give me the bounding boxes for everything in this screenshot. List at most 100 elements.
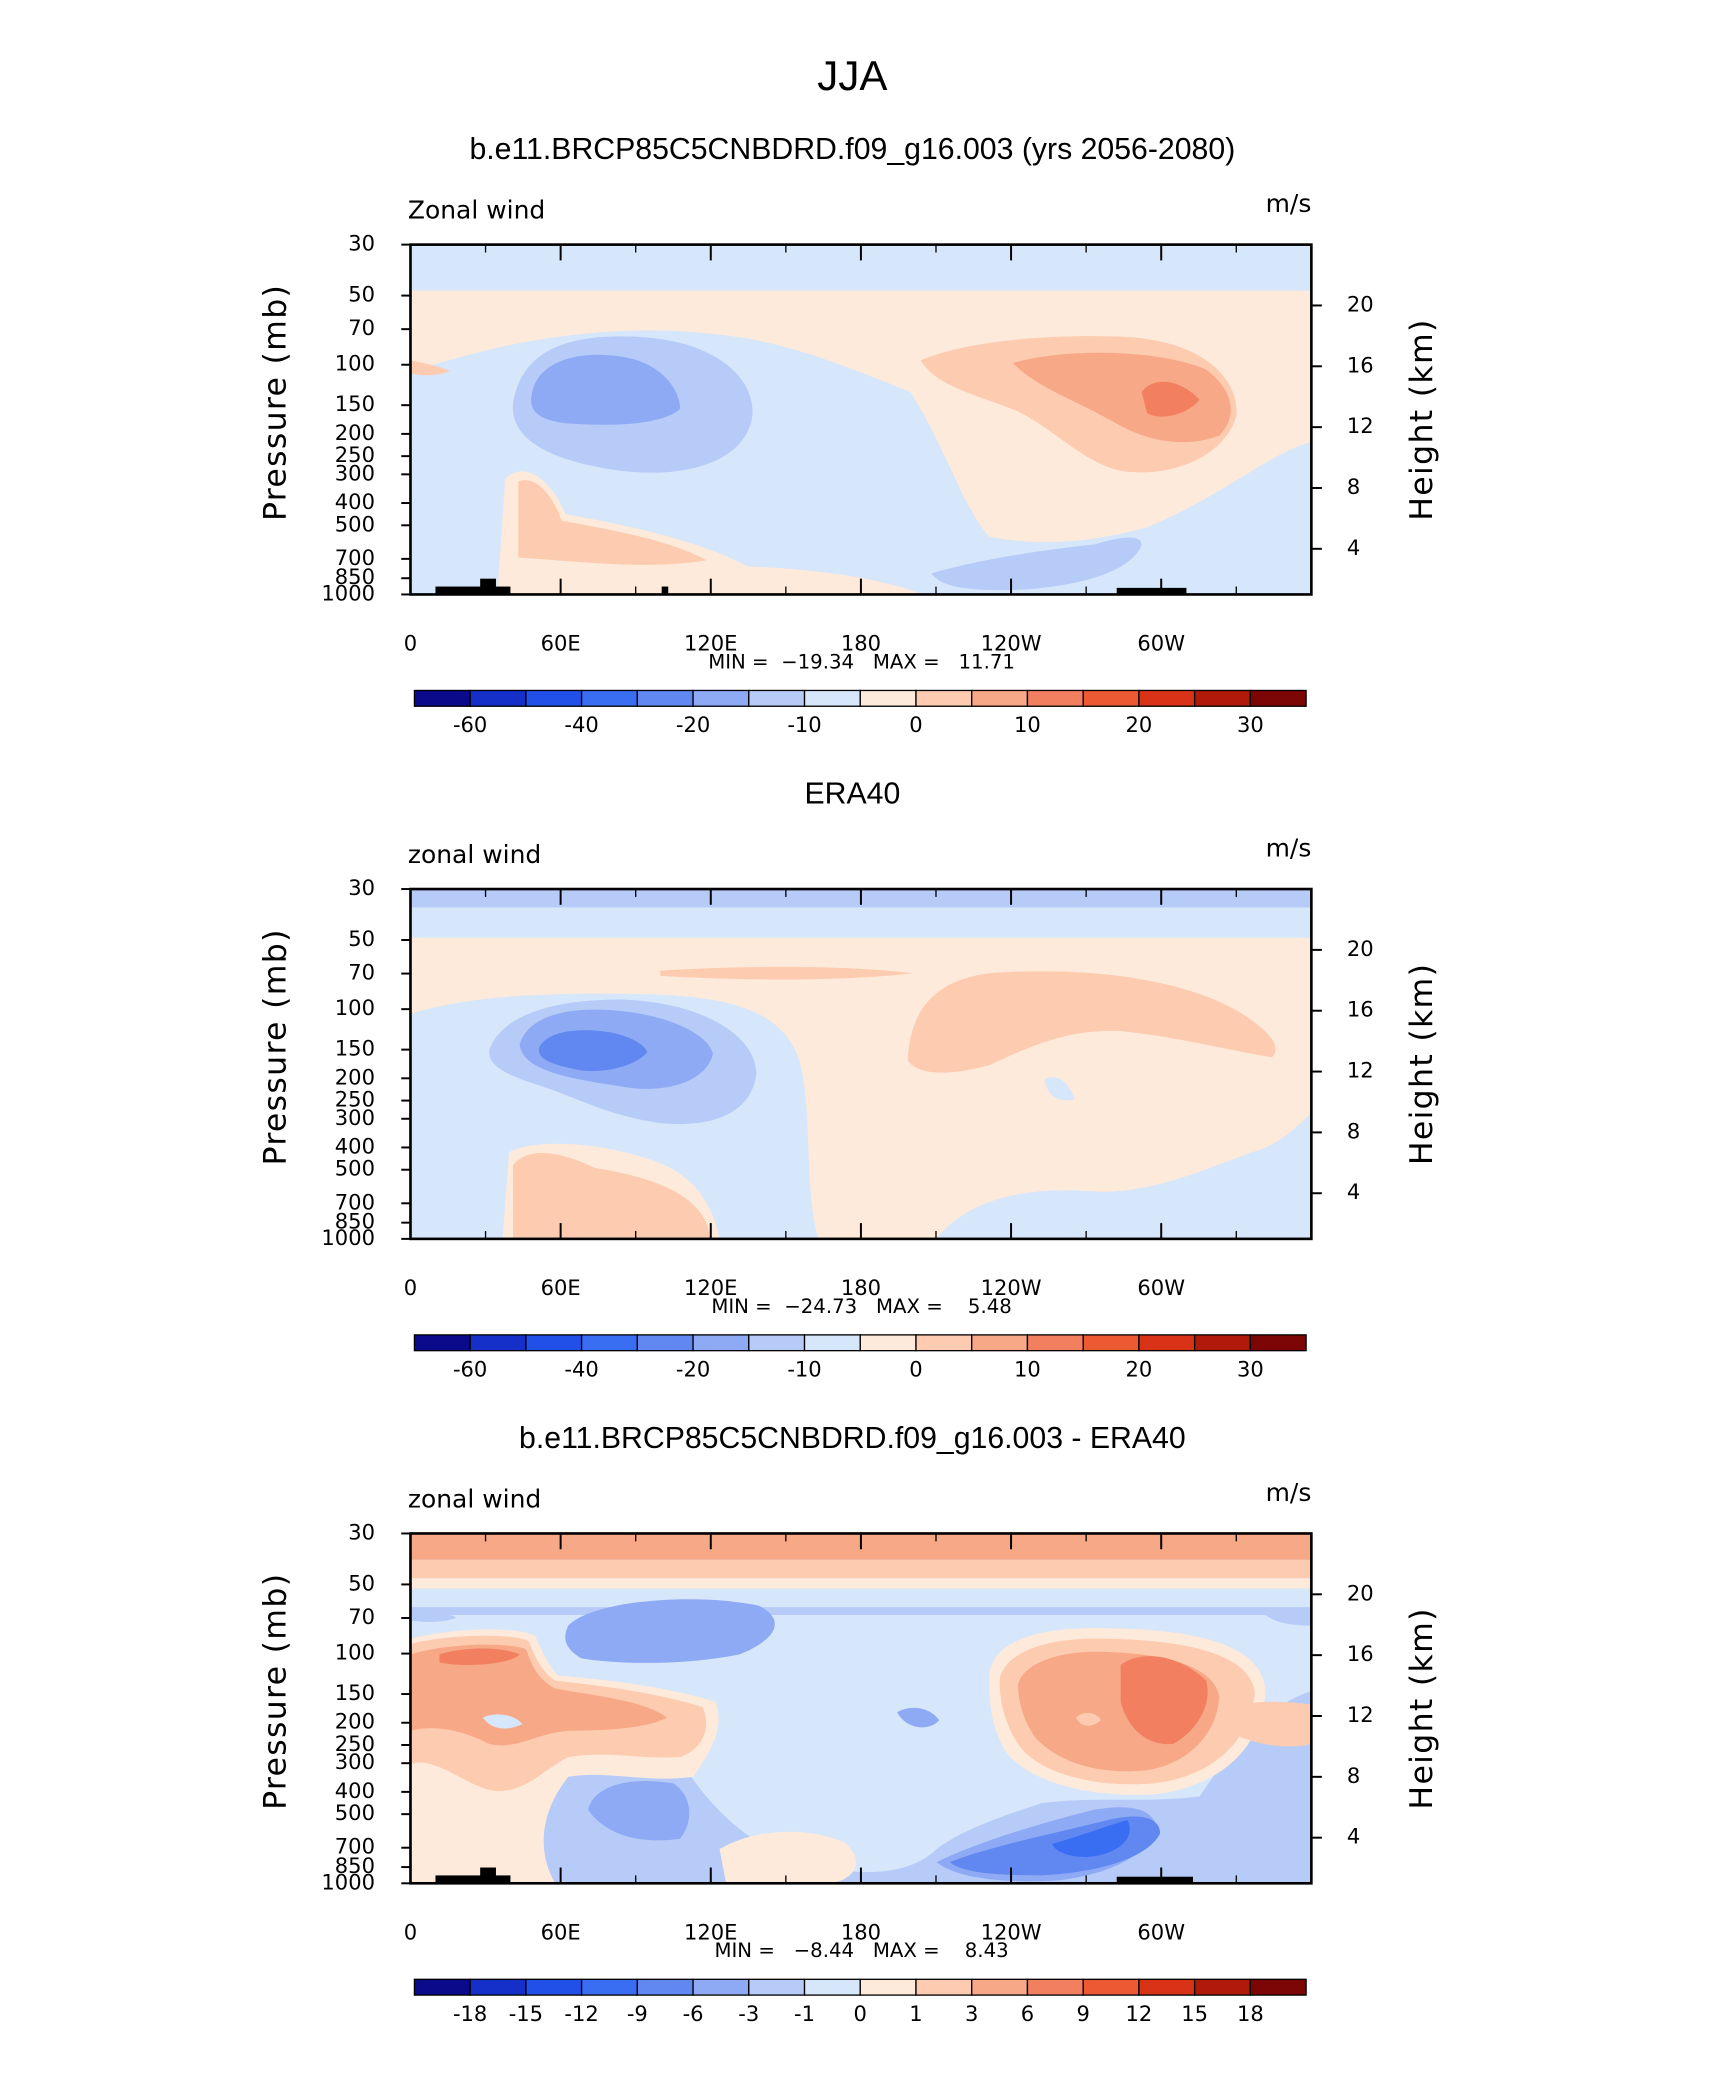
y-tick-label: 100	[335, 351, 375, 376]
colorbar-label: 1	[909, 2001, 922, 2026]
colorbar-box	[413, 1334, 471, 1352]
colorbar-label: 30	[1237, 1356, 1264, 1381]
y-tick-label: 1000	[321, 1869, 375, 1894]
colorbar-label: -60	[453, 712, 487, 737]
colorbar-box	[1082, 1978, 1140, 1996]
min-max-stats: MIN = −8.44 MAX = 8.43	[714, 1939, 1008, 1962]
y-tick-label: 200	[335, 1064, 375, 1089]
colorbar-box	[636, 689, 694, 707]
colorbar-box	[1026, 1978, 1084, 1996]
y-tick-label: 70	[348, 315, 375, 340]
colorbar-box	[692, 1334, 750, 1352]
plot-frame	[409, 887, 1313, 1241]
figure-title: JJA	[817, 52, 887, 99]
colorbar-label: -40	[564, 712, 598, 737]
y-tick-label: 50	[348, 926, 375, 951]
y-tick-label: 1000	[321, 580, 375, 605]
y-tick-label: 700	[335, 545, 375, 570]
panel-title: b.e11.BRCP85C5CNBDRD.f09_g16.003 (yrs 20…	[469, 133, 1235, 166]
y-tick-label: 100	[335, 1640, 375, 1665]
left-string: zonal wind	[408, 1485, 541, 1514]
y-axis-label: Pressure (mb)	[257, 284, 293, 521]
colorbar-box	[1138, 1334, 1196, 1352]
colorbar-label: 18	[1237, 2001, 1264, 2026]
colorbar-box	[636, 1978, 694, 1996]
y2-tick-label: 8	[1347, 474, 1360, 499]
colorbar-box	[580, 1334, 638, 1352]
colorbar-label: -40	[564, 1356, 598, 1381]
y2-tick-label: 8	[1347, 1118, 1360, 1143]
colorbar-label: 9	[1076, 2001, 1089, 2026]
min-max-stats: MIN = −19.34 MAX = 11.71	[708, 650, 1015, 673]
colorbar-box	[803, 1334, 861, 1352]
colorbar-box	[1138, 1978, 1196, 1996]
x-tick-label: 120W	[981, 1275, 1042, 1300]
colorbar-box	[971, 1334, 1029, 1352]
colorbar-box	[1249, 1978, 1307, 1996]
y2-tick-label: 20	[1347, 1580, 1374, 1605]
y-tick-label: 500	[335, 511, 375, 536]
colorbar-label: 0	[909, 1356, 922, 1381]
left-string: Zonal wind	[408, 196, 545, 225]
colorbar-box	[413, 1978, 471, 1996]
y-tick-label: 500	[335, 1800, 375, 1825]
y2-tick-label: 4	[1347, 535, 1360, 560]
colorbar-label: 20	[1126, 1356, 1153, 1381]
y-tick-label: 150	[335, 1036, 375, 1061]
colorbar-label: 15	[1181, 2001, 1208, 2026]
contour-field	[410, 1533, 1312, 1884]
x-tick-label: 120E	[684, 1275, 737, 1300]
right-string: m/s	[1266, 189, 1312, 218]
y-tick-label: 850	[335, 564, 375, 589]
y2-tick-label: 4	[1347, 1179, 1360, 1204]
colorbar-box	[525, 689, 583, 707]
y2-tick-label: 8	[1347, 1763, 1360, 1788]
colorbar-box	[1082, 689, 1140, 707]
colorbar-label: 0	[909, 712, 922, 737]
x-tick-label: 120E	[684, 1919, 737, 1944]
y-tick-label: 850	[335, 1209, 375, 1234]
y-tick-label: 300	[335, 1105, 375, 1130]
y-tick-label: 200	[335, 420, 375, 445]
x-tick-label: 180	[841, 1275, 881, 1300]
y-axis-label: Pressure (mb)	[257, 928, 293, 1165]
y2-tick-label: 12	[1347, 1058, 1374, 1083]
y2-axis-label: Height (km)	[1404, 318, 1440, 520]
y-tick-label: 700	[335, 1189, 375, 1214]
y-axis-label: Pressure (mb)	[257, 1573, 293, 1810]
colorbar-label: 20	[1126, 712, 1153, 737]
colorbar-label: 6	[1021, 2001, 1034, 2026]
colorbar-label: -1	[794, 2001, 815, 2026]
colorbar-box	[1082, 1334, 1140, 1352]
y-tick-label: 300	[335, 1749, 375, 1774]
x-tick-label: 180	[841, 630, 881, 655]
y-tick-label: 300	[335, 460, 375, 485]
y-tick-label: 70	[348, 960, 375, 985]
y-tick-label: 50	[348, 1570, 375, 1595]
x-tick-label: 0	[404, 1919, 417, 1944]
y2-tick-label: 12	[1347, 1702, 1374, 1727]
colorbar-box	[859, 1334, 917, 1352]
y-tick-label: 500	[335, 1156, 375, 1181]
y-tick-label: 50	[348, 282, 375, 307]
colorbar-box	[580, 1978, 638, 1996]
y-tick-label: 1000	[321, 1225, 375, 1250]
colorbar-label: -20	[676, 1356, 710, 1381]
x-tick-label: 120W	[981, 1919, 1042, 1944]
colorbar-box	[803, 689, 861, 707]
colorbar-box	[971, 1978, 1029, 1996]
colorbar-box	[692, 1978, 750, 1996]
y-tick-label: 30	[348, 1519, 375, 1544]
contour-field	[410, 889, 1312, 1239]
y2-axis-label: Height (km)	[1404, 1607, 1440, 1809]
x-tick-label: 120E	[684, 630, 737, 655]
y2-tick-label: 12	[1347, 413, 1374, 438]
x-tick-label: 60W	[1137, 630, 1185, 655]
colorbar-box	[971, 689, 1029, 707]
colorbar-label: -18	[453, 2001, 487, 2026]
y-tick-label: 250	[335, 442, 375, 467]
contour-field	[410, 244, 1312, 595]
y2-tick-label: 4	[1347, 1824, 1360, 1849]
x-tick-label: 60E	[541, 630, 581, 655]
